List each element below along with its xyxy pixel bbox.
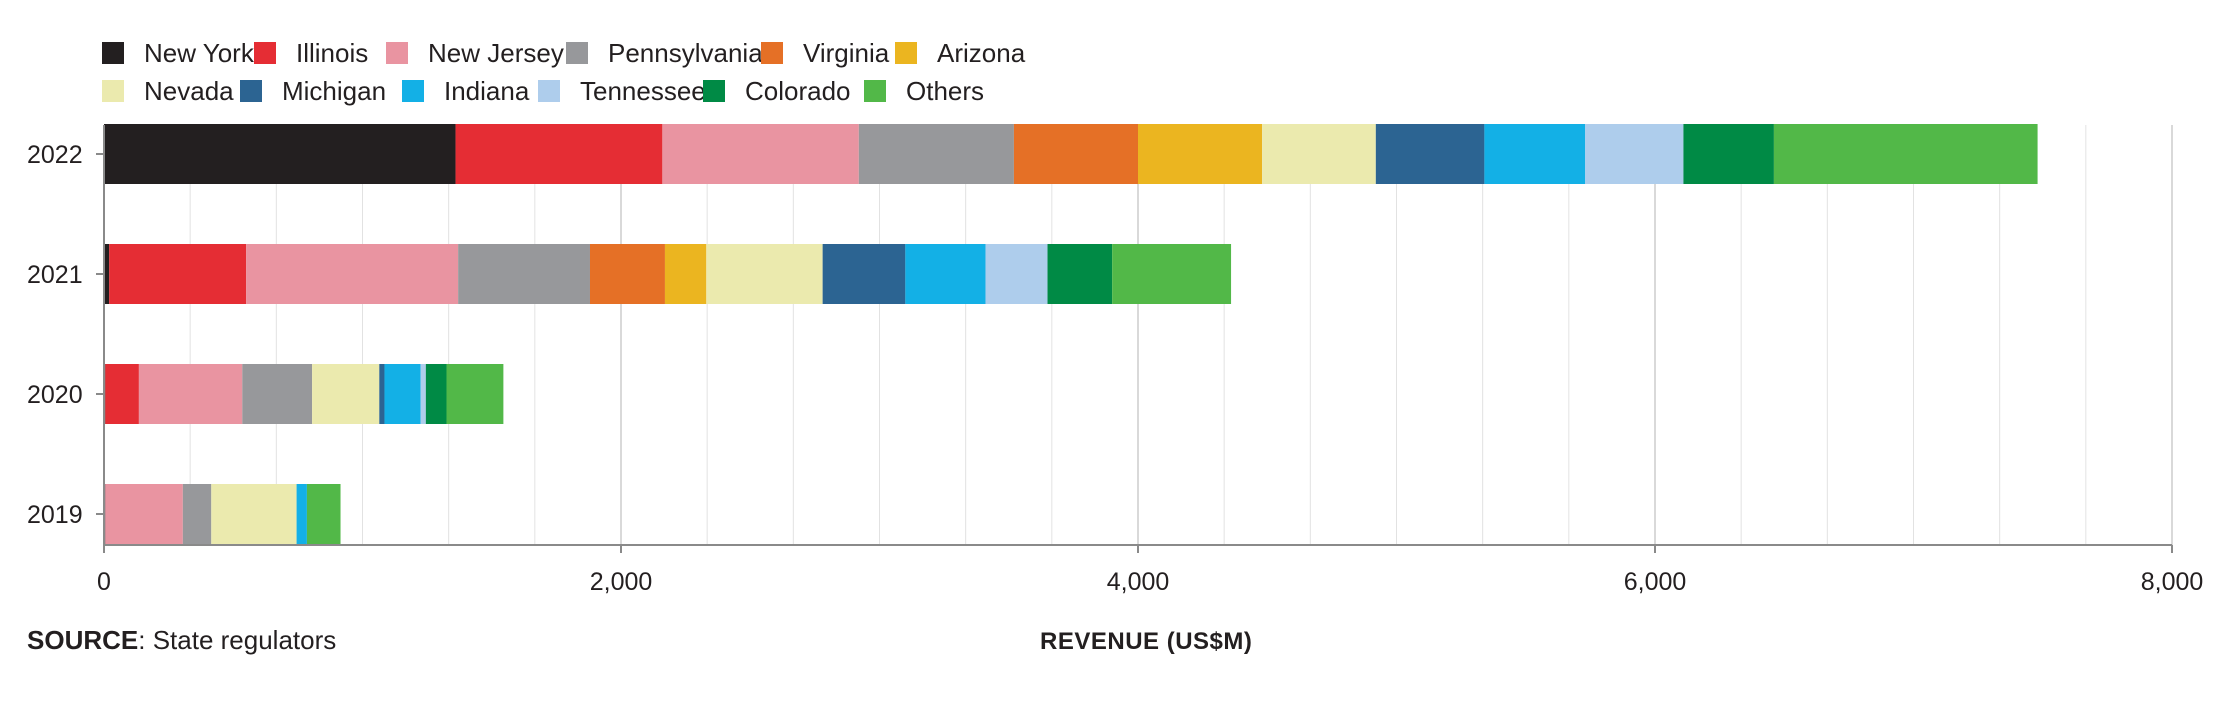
bar-segment-others-2022 <box>1773 124 2038 184</box>
x-axis-label: REVENUE (US$M) <box>1040 628 1253 655</box>
bar-segment-indiana-2022 <box>1484 124 1586 184</box>
legend-label-tennessee: Tennessee <box>580 76 706 106</box>
legend-swatch-others <box>864 80 886 102</box>
x-tick-label-0: 0 <box>97 568 111 596</box>
legend-swatch-arizona <box>895 42 917 64</box>
bar-segment-tennessee-2020 <box>420 364 426 424</box>
legend-swatch-colorado <box>703 80 725 102</box>
bar-segment-new-jersey-2022 <box>662 124 859 184</box>
legend-label-new-jersey: New Jersey <box>428 38 564 68</box>
bar-segment-illinois-2021 <box>109 244 247 304</box>
x-tick-label-8000: 8,000 <box>2141 568 2204 596</box>
legend-swatch-pennsylvania <box>566 42 588 64</box>
legend-label-indiana: Indiana <box>444 76 530 106</box>
bar-segment-others-2020 <box>446 364 504 424</box>
bar-segment-tennessee-2021 <box>985 244 1048 304</box>
bar-segment-nevada-2020 <box>312 364 380 424</box>
legend-swatch-illinois <box>254 42 276 64</box>
legend-swatch-new-york <box>102 42 124 64</box>
bar-segment-tennessee-2022 <box>1585 124 1684 184</box>
bar-segment-new-jersey-2019 <box>105 484 183 544</box>
bar-segment-colorado-2021 <box>1047 244 1113 304</box>
bar-segment-new-york-2021 <box>104 244 110 304</box>
bars <box>104 124 2038 544</box>
bar-segment-pennsylvania-2019 <box>182 484 212 544</box>
bar-segment-indiana-2020 <box>384 364 421 424</box>
bar-segment-indiana-2019 <box>296 484 307 544</box>
bar-segment-pennsylvania-2022 <box>858 124 1014 184</box>
legend: New York Illinois New Jersey Pennsylvania Vi… <box>102 38 1026 106</box>
legend-label-illinois: Illinois <box>296 38 368 68</box>
legend-label-virginia: Virginia <box>803 38 890 68</box>
legend-label-arizona: Arizona <box>937 38 1026 68</box>
bar-segment-colorado-2020 <box>425 364 447 424</box>
bar-segment-others-2019 <box>306 484 341 544</box>
bar-segment-michigan-2020 <box>379 364 385 424</box>
bar-segment-michigan-2022 <box>1375 124 1485 184</box>
y-tick-label-2021: 2021 <box>27 261 83 289</box>
axes: 2022 2021 2020 2019 0 2,000 4,000 6,000 8,000 <box>27 125 2203 596</box>
x-tick-label-4000: 4,000 <box>1107 568 1170 596</box>
bar-segment-others-2021 <box>1112 244 1232 304</box>
bar-segment-michigan-2021 <box>822 244 906 304</box>
bar-segment-nevada-2019 <box>211 484 297 544</box>
legend-label-pennsylvania: Pennsylvania <box>608 38 763 68</box>
bar-segment-indiana-2021 <box>905 244 986 304</box>
bar-segment-pennsylvania-2020 <box>242 364 313 424</box>
source-text: : State regulators <box>138 625 337 655</box>
grid-lines <box>189 125 2173 545</box>
bar-segment-nevada-2021 <box>706 244 823 304</box>
bar-segment-new-jersey-2021 <box>246 244 459 304</box>
bar-segment-arizona-2022 <box>1138 124 1263 184</box>
source-note: SOURCE: State regulators <box>27 625 336 656</box>
legend-swatch-indiana <box>402 80 424 102</box>
legend-label-others: Others <box>906 76 984 106</box>
bar-segment-pennsylvania-2021 <box>458 244 590 304</box>
bar-segment-illinois-2020 <box>105 364 139 424</box>
legend-label-nevada: Nevada <box>144 76 234 106</box>
legend-swatch-tennessee <box>538 80 560 102</box>
y-tick-label-2019: 2019 <box>27 501 83 529</box>
y-tick-label-2022: 2022 <box>27 141 83 169</box>
legend-swatch-virginia <box>761 42 783 64</box>
legend-swatch-michigan <box>240 80 262 102</box>
bar-segment-illinois-2022 <box>455 124 663 184</box>
bar-segment-nevada-2022 <box>1262 124 1376 184</box>
legend-swatch-nevada <box>102 80 124 102</box>
legend-label-colorado: Colorado <box>745 76 851 106</box>
legend-swatch-new-jersey <box>386 42 408 64</box>
x-tick-label-2000: 2,000 <box>590 568 653 596</box>
y-tick-label-2020: 2020 <box>27 381 83 409</box>
source-label: SOURCE <box>27 625 139 655</box>
legend-label-michigan: Michigan <box>282 76 386 106</box>
bar-segment-arizona-2021 <box>664 244 707 304</box>
legend-label-new-york: New York <box>144 38 255 68</box>
bar-segment-colorado-2022 <box>1683 124 1774 184</box>
bar-segment-virginia-2022 <box>1013 124 1138 184</box>
bar-segment-new-jersey-2020 <box>138 364 243 424</box>
bar-segment-virginia-2021 <box>589 244 665 304</box>
bar-segment-new-york-2022 <box>104 124 456 184</box>
x-tick-label-6000: 6,000 <box>1624 568 1687 596</box>
